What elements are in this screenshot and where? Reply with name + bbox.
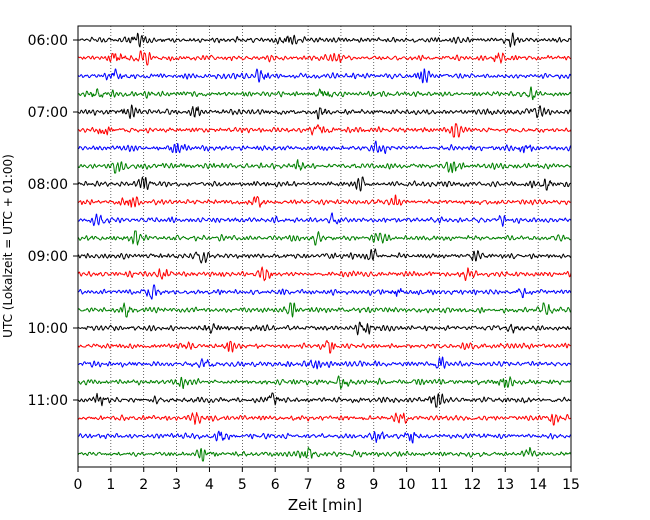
seismic-trace	[77, 375, 572, 390]
seismic-trace	[77, 194, 572, 208]
x-axis-ticks: 0 1 2 3 4 5 6 7 8 9 10 11 12 13 14 15	[74, 467, 580, 493]
y-axis-ticks: 06:00 07:00 08:00 09:00 10:00 11:00	[28, 33, 78, 409]
seismic-trace	[77, 284, 572, 300]
seismic-trace	[77, 230, 572, 246]
y-tick-label: 07:00	[28, 105, 68, 121]
seismic-trace	[77, 212, 572, 227]
y-tick-label: 08:00	[28, 177, 68, 193]
x-tick-label: 1	[106, 477, 115, 493]
seismic-trace	[77, 321, 572, 336]
seismic-trace	[77, 140, 572, 155]
seismic-trace	[77, 159, 572, 174]
seismic-trace	[77, 302, 572, 318]
x-tick-label: 2	[139, 477, 148, 493]
seismic-trace	[77, 86, 572, 101]
seismic-trace	[77, 248, 572, 264]
x-tick-label: 4	[205, 477, 214, 493]
x-tick-label: 13	[496, 477, 514, 493]
x-tick-label: 3	[172, 477, 181, 493]
seismic-trace	[77, 123, 572, 138]
seismic-trace	[77, 32, 572, 48]
seismic-trace	[77, 104, 572, 120]
seismic-trace	[77, 446, 572, 462]
x-tick-label: 15	[562, 477, 580, 493]
x-tick-label: 6	[271, 477, 280, 493]
y-axis-label: UTC (Lokalzeit = UTC + 01:00)	[1, 154, 15, 338]
seismic-trace	[77, 430, 572, 444]
seismic-trace	[77, 68, 572, 84]
y-tick-label: 09:00	[28, 249, 68, 265]
seismic-trace	[77, 176, 572, 192]
x-tick-label: 8	[336, 477, 345, 493]
x-tick-label: 0	[74, 477, 83, 493]
seismic-trace	[77, 340, 572, 354]
seismic-trace	[77, 356, 572, 370]
x-tick-label: 10	[398, 477, 416, 493]
plot-frame	[77, 25, 572, 468]
x-tick-label: 14	[529, 477, 547, 493]
seismic-trace	[77, 266, 572, 282]
y-tick-label: 11:00	[28, 393, 68, 409]
seismic-trace	[77, 50, 572, 66]
x-tick-label: 11	[431, 477, 449, 493]
seismic-trace	[77, 412, 572, 426]
plot-background	[78, 26, 571, 467]
x-tick-label: 7	[304, 477, 313, 493]
x-tick-label: 9	[369, 477, 378, 493]
x-tick-label: 5	[238, 477, 247, 493]
y-tick-label: 10:00	[28, 321, 68, 337]
x-tick-label: 12	[463, 477, 481, 493]
y-tick-label: 06:00	[28, 33, 68, 49]
seismic-trace	[77, 392, 572, 408]
x-axis-label: Zeit [min]	[288, 496, 362, 514]
trace-group	[77, 32, 572, 462]
